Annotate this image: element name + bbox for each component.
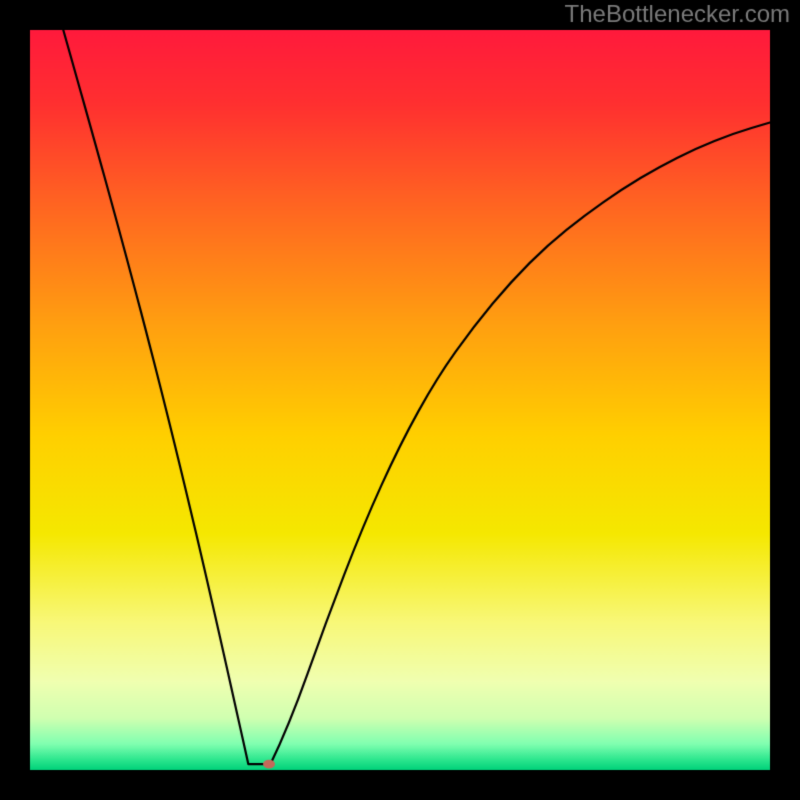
bottleneck-chart (0, 0, 800, 800)
